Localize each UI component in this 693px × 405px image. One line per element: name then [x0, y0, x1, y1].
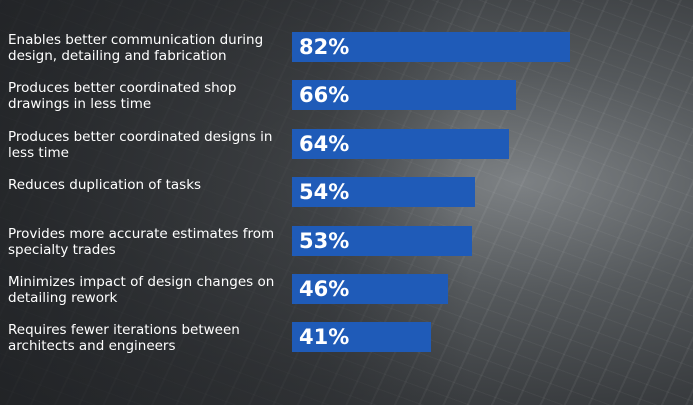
value-label: 66%	[299, 83, 350, 108]
bar	[292, 128, 509, 159]
bar	[292, 274, 448, 304]
bar	[292, 225, 472, 256]
category-label: Reduces duplication of tasks	[8, 177, 202, 194]
bar	[292, 32, 570, 62]
bar	[292, 322, 431, 353]
value-label: 54%	[299, 180, 350, 205]
category-label: Minimizes impact of design changes on de…	[8, 274, 275, 306]
value-label: 41%	[299, 325, 350, 350]
bar	[292, 177, 476, 208]
category-label: Produces better coordinated shop drawing…	[8, 80, 237, 113]
value-label: 82%	[299, 35, 350, 59]
category-label: Produces better coordinated designs in l…	[8, 128, 273, 161]
value-label: 64%	[299, 131, 350, 156]
value-label: 46%	[299, 277, 350, 301]
category-label: Requires fewer iterations between archit…	[8, 322, 240, 355]
bar	[292, 80, 516, 111]
category-label: Provides more accurate estimates from sp…	[8, 225, 275, 258]
category-label: Enables better communication during desi…	[8, 32, 264, 64]
value-label: 53%	[299, 228, 350, 253]
